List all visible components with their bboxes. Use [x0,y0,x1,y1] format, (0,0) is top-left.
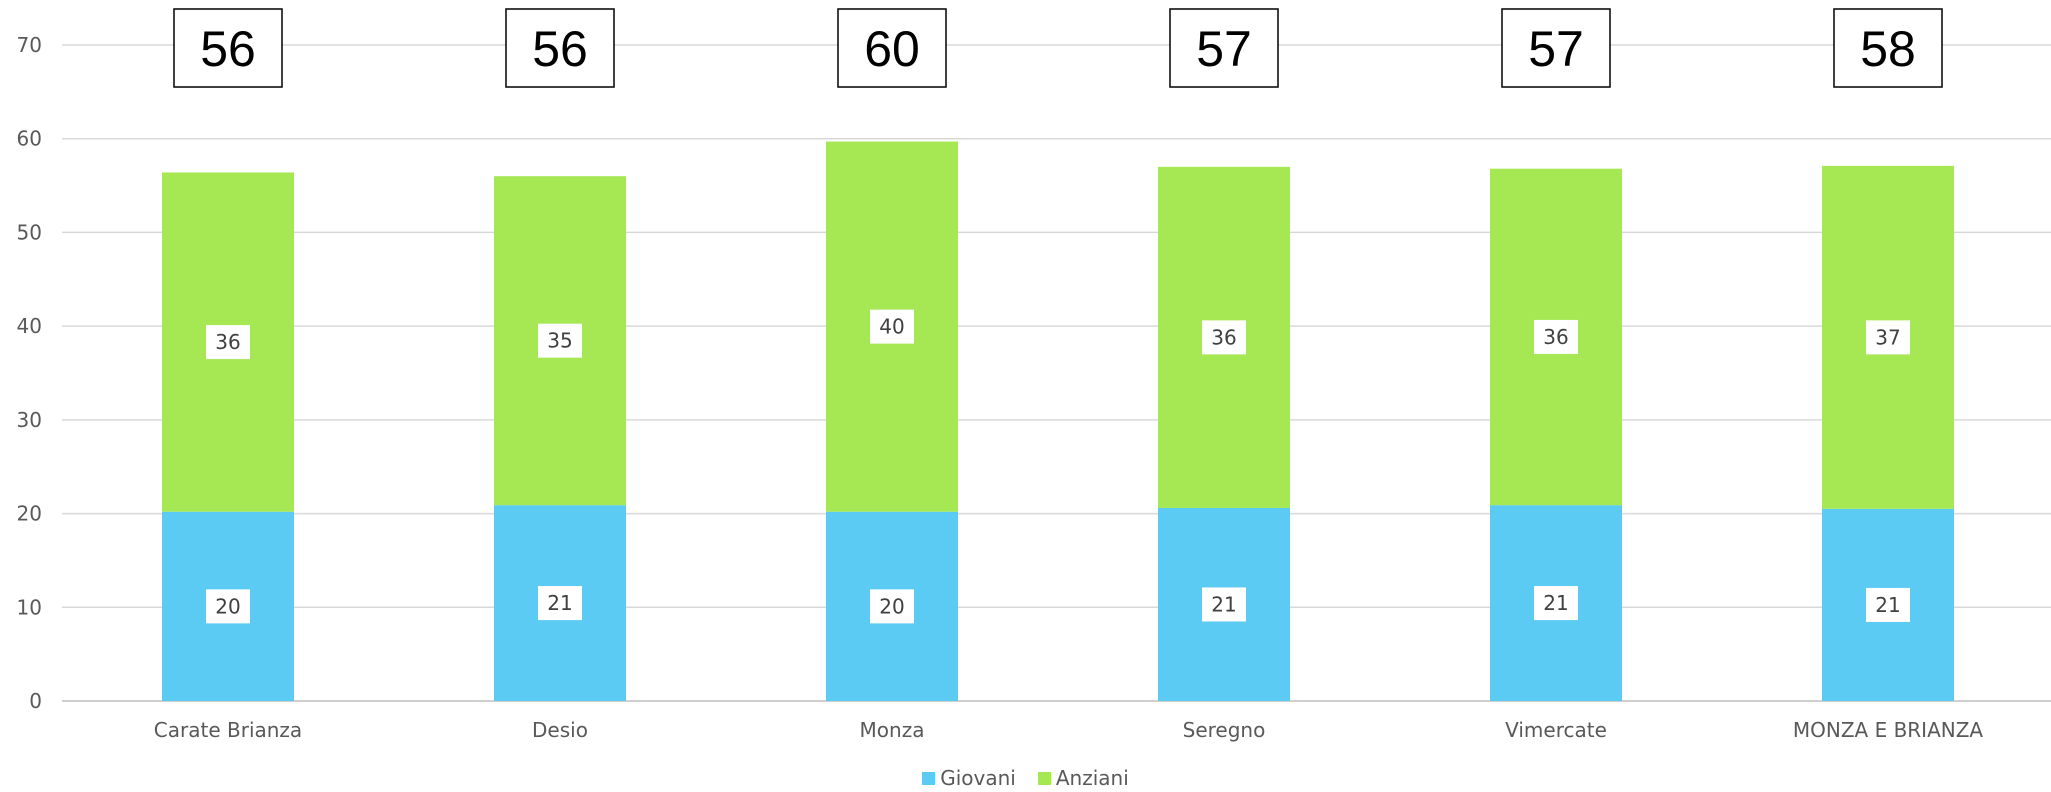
data-label-anziani: 40 [879,315,904,339]
data-label-box [1202,587,1246,622]
category-label: Seregno [1183,718,1266,742]
data-label-box [870,589,914,624]
total-labels: 56 56 60 57 57 58 [173,8,1943,88]
y-tick-label: 60 [17,127,42,151]
x-axis-categories: Carate Brianza Desio Monza Seregno Vimercate… [154,718,1984,742]
data-label-giovani: 21 [547,591,572,615]
y-tick-label: 0 [29,689,42,713]
data-label-box [206,325,250,360]
total-label: 60 [864,21,920,77]
data-label-giovani: 21 [1211,592,1236,616]
legend-label-anziani: Anziani [1055,766,1129,790]
category-label: Vimercate [1505,718,1607,742]
data-label-giovani: 20 [215,594,240,618]
total-label: 57 [1196,21,1252,77]
total-label: 57 [1528,21,1584,77]
bars [162,141,1954,701]
data-label-box [1202,320,1246,355]
total-box [505,8,615,88]
data-label-anziani: 36 [1211,325,1236,349]
data-label-giovani: 20 [879,594,904,618]
total-label: 58 [1860,21,1916,77]
category-label: Desio [532,718,588,742]
legend-item-giovani: Giovani [922,766,1016,790]
data-label-box [538,586,582,621]
category-label: Carate Brianza [154,718,302,742]
legend-item-anziani: Anziani [1037,766,1129,790]
y-tick-label: 30 [17,408,42,432]
total-label: 56 [532,21,588,77]
total-box [837,8,947,88]
y-axis-ticks: 0 10 20 30 40 50 60 70 [17,33,42,713]
data-label-box [870,309,914,344]
data-labels: 20 36 21 35 20 40 21 36 21 36 21 37 [206,309,1910,624]
y-tick-label: 10 [17,595,42,619]
data-label-anziani: 36 [215,330,240,354]
legend-label-giovani: Giovani [940,766,1016,790]
total-label: 56 [200,21,256,77]
data-label-giovani: 21 [1875,593,1900,617]
data-label-box [1534,586,1578,621]
total-box [1501,8,1611,88]
category-label: MONZA E BRIANZA [1793,718,1984,742]
data-label-anziani: 36 [1543,325,1568,349]
legend-swatch-giovani [922,771,936,785]
y-tick-label: 50 [17,220,42,244]
data-label-box [538,323,582,358]
y-tick-label: 40 [17,314,42,338]
data-label-box [1866,320,1910,355]
data-label-anziani: 37 [1875,325,1900,349]
legend: Giovani Anziani [0,766,2051,790]
data-label-anziani: 35 [547,329,572,353]
gridlines [62,44,2051,702]
data-label-box [1534,319,1578,354]
y-tick-label: 20 [17,502,42,526]
category-label: Monza [860,718,925,742]
data-label-giovani: 21 [1543,591,1568,615]
total-box [173,8,283,88]
total-box [1169,8,1279,88]
data-label-box [1866,587,1910,622]
data-label-box [206,589,250,624]
legend-swatch-anziani [1037,771,1051,785]
total-box [1833,8,1943,88]
y-tick-label: 70 [17,33,42,57]
